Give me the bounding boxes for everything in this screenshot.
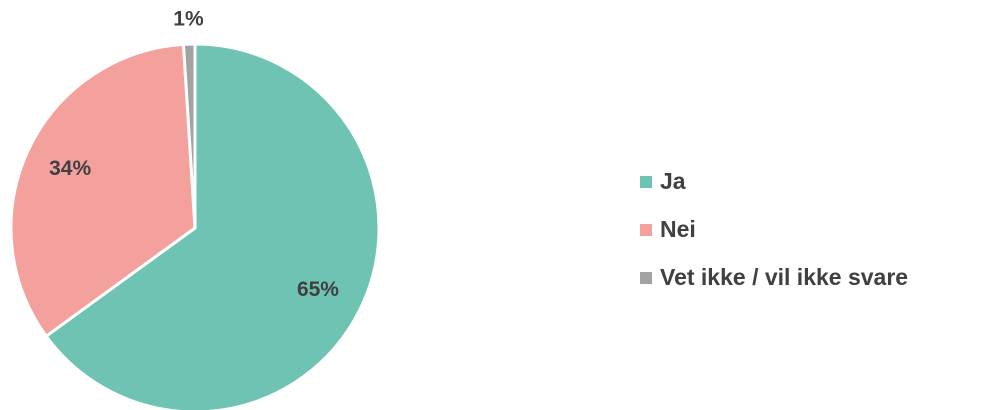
- pie-slice: [44, 42, 381, 410]
- pie-slice: [9, 42, 197, 339]
- data-label: 65%: [297, 278, 339, 301]
- legend-label: Vet ikke / vil ikke svare: [660, 264, 908, 290]
- pie-slice: [181, 42, 197, 229]
- data-label: 1%: [173, 8, 204, 31]
- legend-swatch: [640, 272, 652, 284]
- legend-label: Ja: [660, 168, 686, 194]
- legend-label: Nei: [660, 216, 696, 242]
- legend-swatch: [640, 176, 652, 188]
- legend-swatch: [640, 224, 652, 236]
- data-label: 34%: [49, 157, 91, 180]
